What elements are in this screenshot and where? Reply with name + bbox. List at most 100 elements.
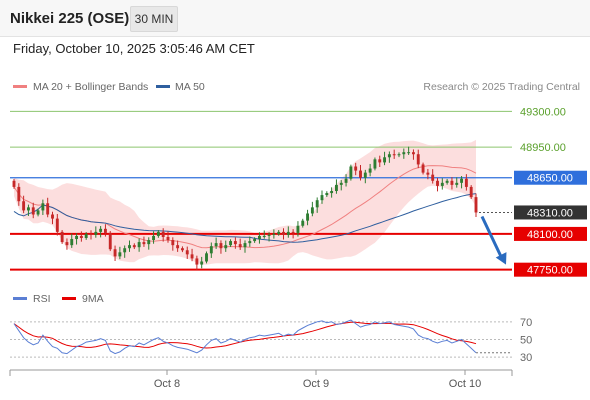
- legend-swatch-rsi: [13, 297, 27, 300]
- candle: [12, 180, 16, 187]
- projection-arrow-head: [495, 252, 507, 265]
- legend-swatch-ma20: [13, 85, 27, 88]
- candle: [368, 168, 372, 173]
- candle: [89, 233, 93, 235]
- candle: [185, 250, 189, 255]
- candle: [383, 157, 387, 163]
- candle: [464, 178, 468, 187]
- candle: [253, 239, 257, 242]
- candle: [99, 228, 103, 232]
- candle: [469, 186, 473, 198]
- projection-arrow: [480, 215, 504, 260]
- level-label: 49300.00: [520, 106, 566, 118]
- candle: [243, 243, 247, 248]
- axis-tick-label: Oct 9: [303, 378, 329, 390]
- rsi-line: [13, 319, 477, 355]
- rsi-9ma-line: [13, 321, 477, 349]
- legend-label-ma50: MA 50: [175, 81, 205, 93]
- candle: [176, 245, 180, 249]
- candle: [296, 225, 300, 233]
- level-label: 48310.00: [527, 207, 573, 219]
- candle: [128, 245, 131, 249]
- candle: [180, 248, 184, 251]
- candle: [378, 159, 382, 163]
- candle: [113, 249, 117, 257]
- candle: [84, 233, 88, 239]
- candle: [373, 159, 377, 169]
- legend-label-9ma: 9MA: [82, 293, 104, 305]
- candle: [137, 242, 141, 248]
- candle: [200, 261, 204, 265]
- candle: [171, 240, 175, 246]
- candle: [248, 241, 252, 244]
- candle: [411, 152, 415, 155]
- candle: [31, 207, 35, 215]
- timeframe-button[interactable]: 30 MIN: [130, 6, 178, 32]
- candle: [450, 180, 454, 185]
- candle: [46, 203, 50, 215]
- rsi-tick-label: 30: [520, 352, 532, 364]
- legend-swatch-ma50: [156, 85, 170, 88]
- candle: [344, 178, 348, 183]
- candle: [445, 180, 449, 183]
- candle: [272, 233, 276, 235]
- candle: [334, 184, 338, 192]
- level-label: 48100.00: [527, 229, 573, 241]
- instrument-title: Nikkei 225 (OSE): [10, 10, 130, 27]
- candle: [392, 154, 396, 156]
- axis-tick-label: Oct 8: [154, 378, 180, 390]
- candle: [426, 172, 430, 175]
- candle: [142, 242, 146, 245]
- candle: [51, 214, 54, 219]
- candle: [132, 245, 136, 248]
- candle: [306, 213, 310, 221]
- candle: [310, 207, 314, 214]
- level-label: 48650.00: [527, 173, 573, 185]
- candle: [286, 231, 290, 235]
- candle: [354, 166, 358, 171]
- candle: [75, 235, 79, 240]
- candle: [219, 243, 223, 249]
- candle: [421, 164, 425, 173]
- candle: [325, 193, 329, 196]
- level-label: 47750.00: [527, 265, 573, 277]
- candle: [22, 201, 26, 211]
- candle: [214, 243, 218, 247]
- candle: [70, 239, 74, 246]
- candle: [262, 235, 266, 237]
- candle: [224, 245, 228, 249]
- candle: [17, 186, 21, 202]
- candle: [330, 191, 334, 194]
- candle: [455, 182, 459, 185]
- legend-label-rsi: RSI: [33, 293, 51, 305]
- candle: [238, 244, 242, 248]
- candle: [320, 195, 324, 201]
- price-panel: 49300.00 48950.00 48650.00 48310.00 48100.00…: [10, 106, 587, 277]
- candle: [315, 200, 319, 208]
- candle: [349, 166, 353, 179]
- level-label: 48950.00: [520, 142, 566, 154]
- legend-swatch-9ma: [62, 297, 76, 300]
- candle: [402, 152, 406, 155]
- candle: [363, 172, 367, 178]
- candle: [161, 231, 165, 237]
- candle: [282, 231, 285, 235]
- rsi-panel: 70 50 30: [10, 317, 532, 364]
- datetime-label: Friday, October 10, 2025 3:05:46 AM CET: [13, 41, 255, 56]
- candle: [205, 253, 208, 262]
- level-tag: [514, 226, 587, 241]
- candle: [79, 235, 83, 239]
- rsi-tick-label: 50: [520, 335, 532, 347]
- candle: [94, 231, 98, 235]
- ma50-line: [13, 193, 477, 243]
- candle: [190, 254, 194, 259]
- candle: [118, 252, 122, 257]
- legend-label-ma20: MA 20 + Bollinger Bands: [33, 81, 148, 93]
- candle: [257, 235, 261, 240]
- candle: [436, 180, 439, 186]
- candle: [156, 231, 160, 236]
- candle: [103, 228, 107, 233]
- candle: [387, 154, 391, 158]
- candle: [277, 231, 281, 234]
